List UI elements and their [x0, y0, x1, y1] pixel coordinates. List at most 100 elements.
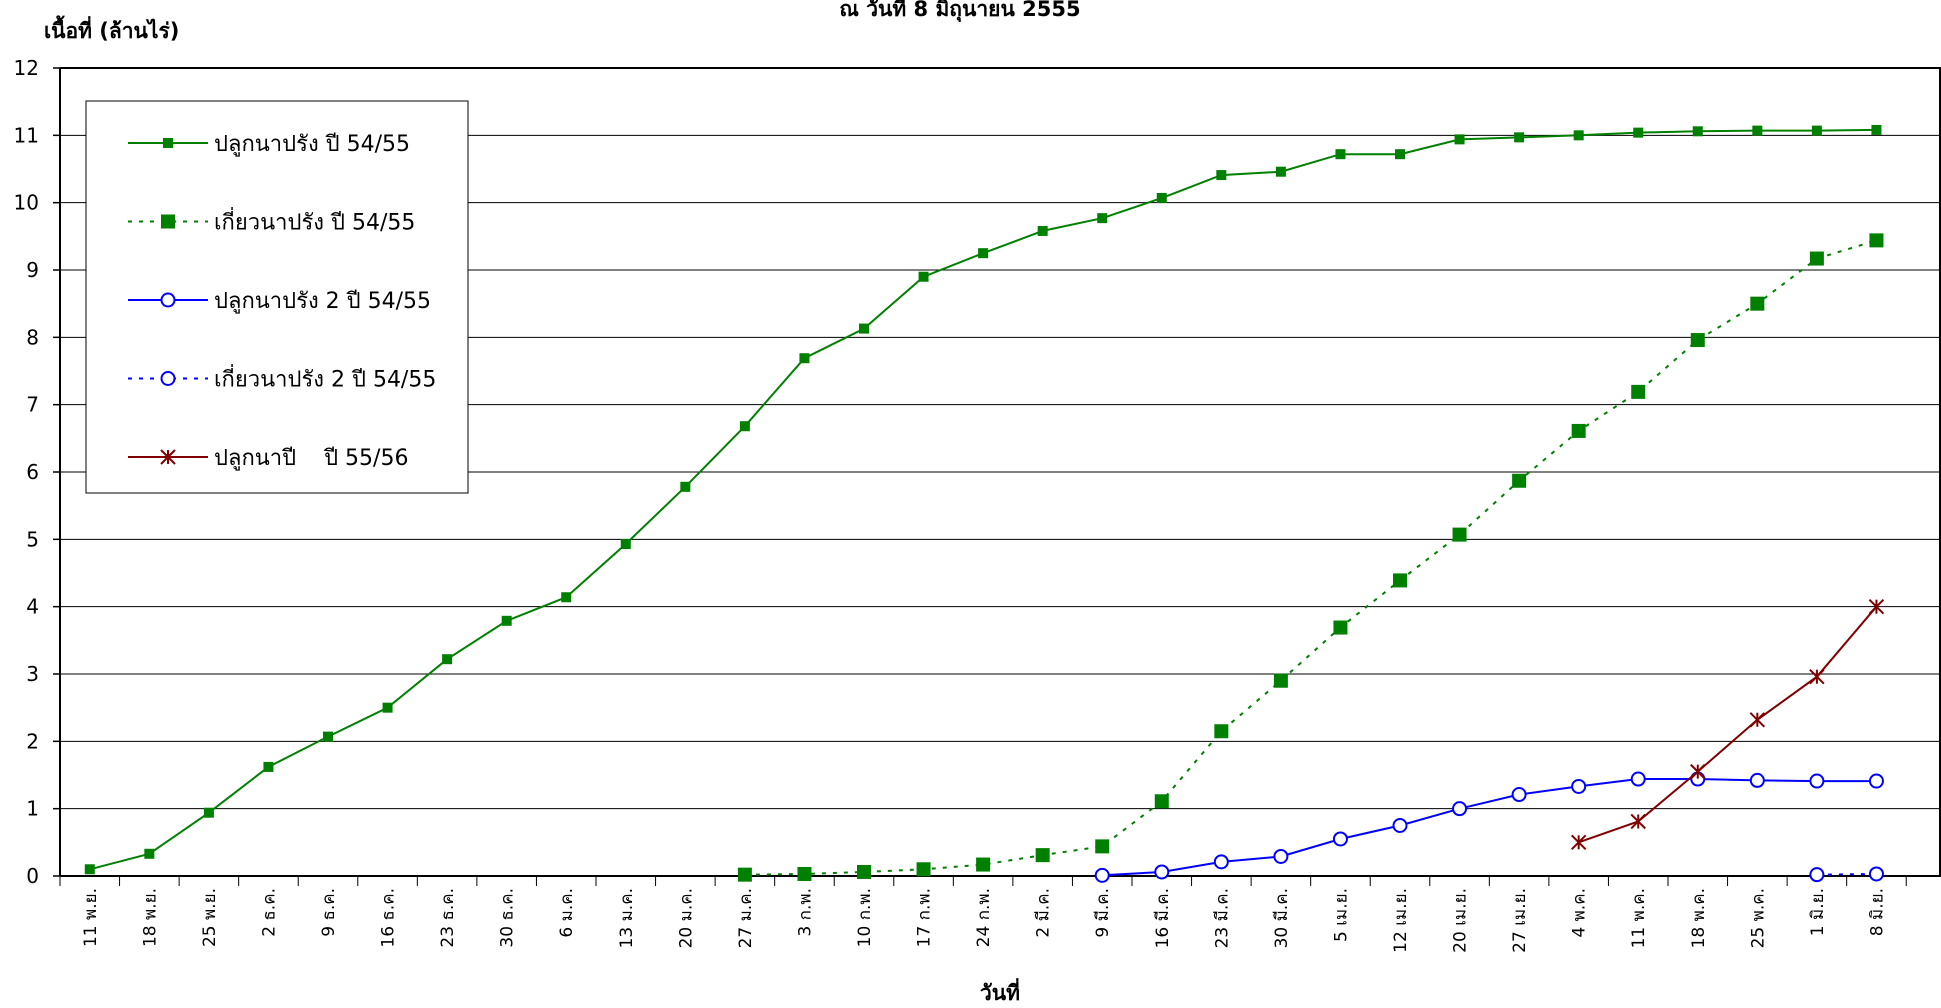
data-point: [1630, 771, 1646, 787]
data-point: [1809, 867, 1825, 883]
x-tick-label: 23 มี.ค.: [1212, 888, 1232, 948]
data-point: [976, 857, 991, 872]
data-point: [1868, 773, 1884, 789]
data-point: [1868, 598, 1885, 615]
data-point: [1514, 132, 1525, 143]
data-point: [1332, 831, 1348, 847]
data-point: [1335, 149, 1346, 160]
y-tick-label: 9: [26, 258, 39, 282]
y-tick-label: 10: [14, 191, 39, 215]
data-point: [1154, 794, 1169, 809]
y-tick-label: 1: [26, 797, 39, 821]
data-point: [799, 353, 810, 364]
legend-label: เกี่ยวนาปรัง ปี 54/55: [214, 207, 415, 236]
series-line: [1816, 873, 1877, 876]
data-point: [1809, 668, 1825, 685]
data-point: [1571, 778, 1587, 794]
x-tick-label: 8 มิ.ย.: [1867, 888, 1887, 936]
data-point: [1452, 527, 1467, 542]
data-point: [1752, 125, 1763, 136]
series-line: [744, 239, 1877, 876]
y-tick-label: 5: [26, 527, 39, 551]
y-tick-label: 12: [14, 56, 39, 80]
x-tick-label: 27 เม.ย.: [1510, 888, 1530, 953]
data-point: [161, 214, 175, 229]
series-3: [1094, 771, 1884, 883]
data-point: [1573, 130, 1584, 141]
data-point: [1095, 839, 1110, 854]
x-tick-label: 2 มี.ค.: [1034, 888, 1054, 938]
x-tick-label: 18 พ.ย.: [140, 888, 160, 947]
x-tick-label: 2 ธ.ค.: [259, 888, 279, 937]
data-point: [1273, 848, 1289, 864]
data-point: [1570, 834, 1587, 851]
data-point: [916, 862, 931, 877]
data-point: [1333, 620, 1348, 635]
x-tick-label: 16 มี.ค.: [1153, 888, 1173, 948]
y-tick-label: 2: [26, 729, 39, 753]
legend: ปลูกนาปรัง ปี 54/55 เกี่ยวนาปรัง ปี 54/55…: [85, 100, 469, 494]
data-point: [1511, 787, 1527, 803]
data-point: [84, 864, 95, 875]
x-tick-label: 23 ธ.ค.: [438, 888, 458, 948]
series-1: [84, 124, 1882, 875]
data-point: [857, 864, 871, 879]
data-point: [1214, 724, 1229, 739]
y-tick-label: 7: [26, 393, 39, 417]
x-tick-label: 12 เม.ย.: [1391, 888, 1411, 953]
series-lines: [84, 124, 1885, 883]
y-tick-label: 11: [14, 123, 39, 147]
legend-entry-4: เกี่ยวนาปรัง 2 ปี 54/55: [128, 364, 436, 393]
data-point: [739, 421, 750, 432]
data-point: [263, 761, 274, 772]
y-tick-label: 3: [26, 662, 39, 686]
axes: [53, 67, 1941, 886]
x-tick-label: 9 มี.ค.: [1093, 888, 1113, 938]
x-tick-label: 9 ธ.ค.: [319, 888, 339, 937]
series-2: [737, 233, 1884, 882]
x-tick-label: 25 พ.ค.: [1748, 888, 1768, 948]
y-axis-title: เนื้อที่ (ล้านไร่): [44, 15, 179, 43]
data-point: [1094, 867, 1110, 883]
data-point: [1571, 423, 1586, 438]
x-tick-label: 13 ม.ค.: [617, 888, 637, 948]
x-tick-label: 11 พ.ค.: [1629, 888, 1649, 948]
legend-label: ปลูกนาปรัง 2 ปี 54/55: [214, 289, 431, 314]
data-point: [442, 654, 453, 665]
legend-box: [85, 100, 469, 494]
data-point: [1750, 296, 1765, 311]
data-point: [1452, 801, 1468, 817]
data-point: [1454, 134, 1465, 145]
data-point: [160, 292, 176, 308]
data-point: [1871, 124, 1882, 135]
x-tick-label: 3 ก.พ.: [795, 888, 815, 937]
y-tick-label: 8: [26, 325, 39, 349]
series-line: [1102, 778, 1877, 877]
y-tick-label: 0: [26, 864, 39, 888]
data-point: [859, 323, 869, 334]
legend-label: ปลูกนาปรัง ปี 54/55: [214, 132, 410, 157]
legend-label: ปลูกนาปี ปี 55/56: [214, 446, 408, 471]
data-point: [1156, 192, 1167, 203]
data-point: [160, 449, 176, 465]
data-point: [1633, 127, 1644, 138]
data-point: [1868, 866, 1884, 882]
data-point: [680, 481, 691, 492]
data-point: [1749, 772, 1765, 788]
data-point: [1035, 848, 1050, 863]
legend-entry-2: เกี่ยวนาปรัง ปี 54/55: [128, 207, 415, 236]
data-point: [1690, 763, 1706, 780]
data-point: [160, 371, 176, 386]
data-point: [1690, 333, 1705, 348]
data-point: [1512, 473, 1527, 488]
chart-title: ณ วันที่ 8 มิถุนายน 2555: [839, 0, 1080, 23]
x-tick-label: 11 พ.ย.: [81, 888, 101, 947]
legend-label: เกี่ยวนาปรัง 2 ปี 54/55: [214, 364, 436, 393]
data-point: [323, 731, 333, 742]
data-point: [561, 592, 572, 603]
data-point: [1154, 864, 1170, 880]
data-point: [978, 248, 989, 259]
x-tick-label: 6 ม.ค.: [557, 888, 577, 938]
